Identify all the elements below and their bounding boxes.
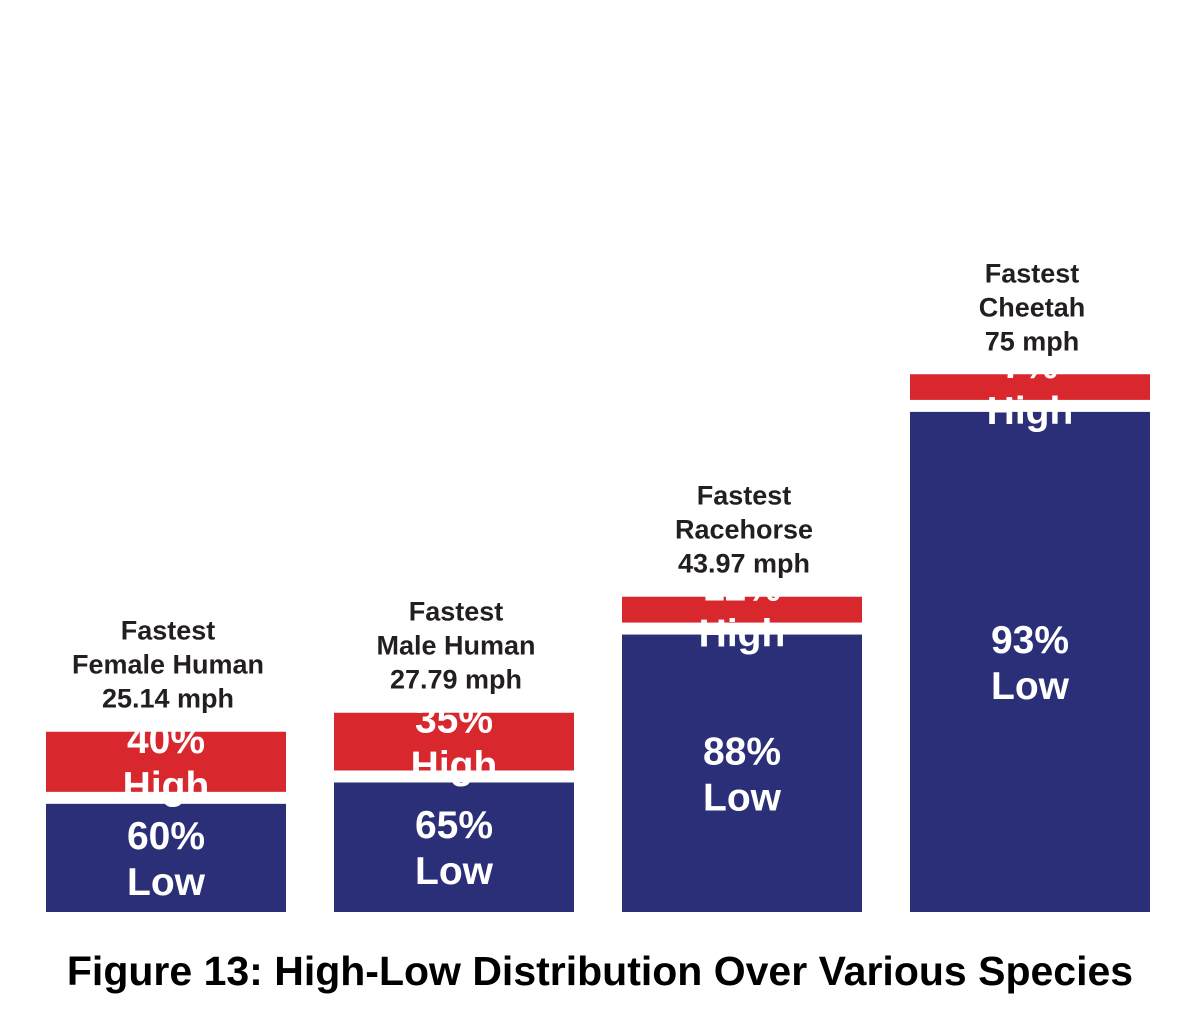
bar-low-segment xyxy=(46,803,286,912)
low-segment-label: 65% xyxy=(415,804,493,847)
high-segment-label: 12% xyxy=(703,567,781,610)
high-segment-label: 7% xyxy=(1002,344,1058,387)
bar-header-label: 25.14 mph xyxy=(102,684,234,714)
figure-caption: Figure 13: High-Low Distribution Over Va… xyxy=(66,948,1134,994)
bar-header-label: Male Human xyxy=(376,631,535,661)
high-segment-label: High xyxy=(123,765,210,808)
low-segment-label: 60% xyxy=(127,815,205,858)
bar-header-label: 27.79 mph xyxy=(390,665,522,695)
bar-header-label: Fastest xyxy=(409,597,504,627)
bar-header-label: Female Human xyxy=(72,650,264,680)
bar-header-label: Cheetah xyxy=(979,292,1086,322)
bar-low-segment xyxy=(334,782,574,912)
high-segment-label: 40% xyxy=(127,719,205,762)
bar-high-segment xyxy=(46,731,286,792)
bar-header-label: Racehorse xyxy=(675,515,813,545)
bar-high-segment xyxy=(910,374,1150,400)
low-segment-label: Low xyxy=(127,861,206,904)
bar-header-label: Fastest xyxy=(697,481,792,511)
high-segment-label: 35% xyxy=(415,699,493,742)
low-segment-label: Low xyxy=(703,776,782,819)
low-segment-label: Low xyxy=(415,850,494,893)
bar-low-segment xyxy=(622,634,862,912)
bar-high-segment xyxy=(334,712,574,771)
low-segment-label: Low xyxy=(991,665,1070,708)
low-segment-label: 93% xyxy=(991,619,1069,662)
bar-low-segment xyxy=(910,411,1150,912)
bar-header-label: 43.97 mph xyxy=(678,549,810,579)
low-segment-label: 88% xyxy=(703,730,781,773)
high-segment-label: High xyxy=(987,390,1074,433)
high-segment-label: High xyxy=(411,745,498,788)
bar-header-label: 75 mph xyxy=(985,326,1080,356)
bar-header-label: Fastest xyxy=(985,258,1080,288)
bar-header-label: Fastest xyxy=(121,616,216,646)
high-segment-label: High xyxy=(699,613,786,656)
bar-high-segment xyxy=(622,596,862,623)
